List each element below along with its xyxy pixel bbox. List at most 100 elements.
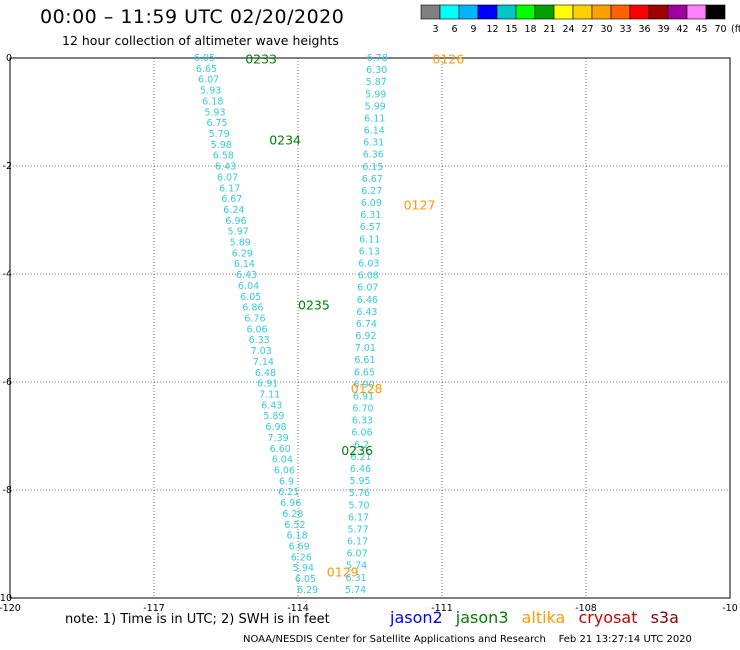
altimeter-track-b: 6.786.305.875.995.996.116.146.316.366.15… [345, 53, 388, 596]
swh-label-track-a: 7.39 [268, 433, 289, 444]
colorbar-swatch [610, 4, 631, 20]
swh-label-track-b: 6.31 [346, 573, 367, 584]
colorbar-label: 6 [451, 24, 457, 35]
swh-label-track-b: 6.92 [355, 331, 376, 342]
swh-label-track-a: 6.05 [240, 292, 261, 303]
colorbar-label: 33 [619, 24, 631, 35]
swh-label-track-b: 6.17 [348, 512, 369, 523]
pass-label-0233: 0233 [245, 52, 277, 67]
swh-label-track-a: 6.29 [297, 585, 318, 596]
colorbar-swatch [667, 4, 688, 20]
swh-label-track-b: 6.30 [366, 65, 387, 76]
swh-label-track-a: 6.07 [217, 172, 238, 183]
swh-label-track-a: 6.98 [265, 422, 286, 433]
colorbar-label: 21 [543, 24, 555, 35]
page-title: 00:00 – 11:59 UTC 02/20/2020 [40, 6, 345, 28]
swh-label-track-b: 6.21 [350, 452, 371, 463]
legend-jason2: jason2 [390, 608, 443, 627]
swh-label-track-a: 6.96 [225, 216, 246, 227]
swh-label-track-a: 6.43 [261, 400, 282, 411]
swh-label-track-b: 6.74 [356, 319, 377, 330]
colorbar-label: 45 [695, 24, 707, 35]
legend-cryosat: cryosat [578, 608, 638, 627]
pass-label-0236: 0236 [341, 443, 373, 458]
pass-label-0126: 0126 [432, 52, 464, 67]
colorbar-label: 39 [657, 24, 669, 35]
colorbar-label: 70 [714, 24, 726, 35]
colorbar-label: 27 [581, 24, 593, 35]
pass-label-0235: 0235 [298, 297, 330, 312]
swh-label-track-b: 6.67 [362, 174, 383, 185]
colorbar-swatch [439, 4, 460, 20]
swh-label-track-a: 6.58 [213, 151, 234, 162]
legend-note: note: 1) Time is in UTC; 2) SWH is in fe… [65, 612, 330, 627]
colorbar-swatch [629, 4, 650, 20]
swh-label-track-a: 5.89 [230, 238, 251, 249]
swh-label-track-b: 5.74 [346, 561, 367, 572]
page-subtitle: 12 hour collection of altimeter wave hei… [62, 33, 339, 48]
colorbar-swatch [591, 4, 612, 20]
y-tick-label: -4 [3, 269, 12, 280]
colorbar-label: 3 [432, 24, 438, 35]
swh-label-track-a: 6.86 [242, 303, 263, 314]
swh-label-track-b: 6.46 [350, 464, 371, 475]
swh-label-track-b: 6.07 [357, 283, 378, 294]
swh-label-track-b: 6.65 [354, 367, 375, 378]
colorbar-unit: (ft) [731, 24, 740, 35]
colorbar-swatch [458, 4, 479, 20]
swh-label-track-a: 5.93 [200, 86, 221, 97]
swh-label-track-a: 6.48 [255, 368, 276, 379]
swh-label-track-a: 5.97 [228, 227, 249, 238]
x-tick-label: -10 [722, 603, 738, 614]
colorbar-label: 36 [638, 24, 650, 35]
swh-label-track-b: 5.87 [366, 77, 387, 88]
colorbar-swatch [705, 4, 726, 20]
swh-label-track-a: 7.14 [253, 357, 274, 368]
swh-label-track-a: 6.05 [194, 53, 215, 64]
colorbar-label: 24 [562, 24, 574, 35]
swh-label-track-a: 6.06 [274, 465, 295, 476]
swh-label-track-b: 6.78 [367, 53, 388, 64]
y-tick-label: -8 [3, 485, 12, 496]
swh-label-track-b: 6.57 [360, 222, 381, 233]
map-border [9, 57, 731, 599]
swh-label-track-a: 6.43 [236, 270, 257, 281]
swh-label-track-a: 5.94 [293, 563, 314, 574]
colorbar-swatch [496, 4, 517, 20]
swh-label-track-a: 6.04 [238, 281, 259, 292]
map-frame [9, 57, 731, 599]
swh-label-track-b: 6.17 [347, 537, 368, 548]
pass-label-0129: 0129 [327, 565, 359, 580]
x-tick-label: -120 [0, 603, 21, 614]
swh-label-track-a: 6.05 [295, 574, 316, 585]
swh-label-track-b: 6.08 [358, 271, 379, 282]
swh-label-track-a: 6.43 [215, 162, 236, 173]
swh-label-track-b: 6.15 [362, 162, 383, 173]
swh-label-track-b: 6.03 [358, 259, 379, 270]
footer-timestamp: Feb 21 13:27:14 UTC 2020 [558, 634, 692, 645]
swh-label-track-a: 7.11 [259, 390, 280, 401]
colorbar-swatch [515, 4, 536, 20]
footer-agency: NOAA/NESDIS Center for Satellite Applica… [243, 634, 546, 645]
satellite-legend: jason2 jason3 altika cryosat s3a [390, 608, 687, 627]
colorbar-label: 15 [505, 24, 517, 35]
legend-s3a: s3a [650, 608, 679, 627]
swh-label-track-b: 5.99 [365, 101, 386, 112]
swh-label-track-b: 6.90 [353, 379, 374, 390]
swh-label-track-a: 6.76 [244, 314, 265, 325]
swh-label-track-a: 6.91 [257, 379, 278, 390]
colorbar-swatch [534, 4, 555, 20]
colorbar-label: 12 [486, 24, 498, 35]
colorbar-label: 42 [676, 24, 688, 35]
pass-label-0234: 0234 [269, 133, 301, 148]
swh-label-track-a: 6.33 [249, 335, 270, 346]
swh-label-track-b: 6.46 [357, 295, 378, 306]
x-tick-label: -114 [287, 603, 309, 614]
swh-label-track-a: 6.67 [221, 194, 242, 205]
swh-label-track-a: 6.28 [282, 509, 303, 520]
swh-label-track-b: 6.36 [363, 150, 384, 161]
swh-label-track-b: 5.95 [349, 476, 370, 487]
altimeter-track-a: 6.056.656.075.936.185.936.755.795.986.58… [194, 53, 318, 596]
swh-label-track-b: 6.11 [364, 113, 385, 124]
